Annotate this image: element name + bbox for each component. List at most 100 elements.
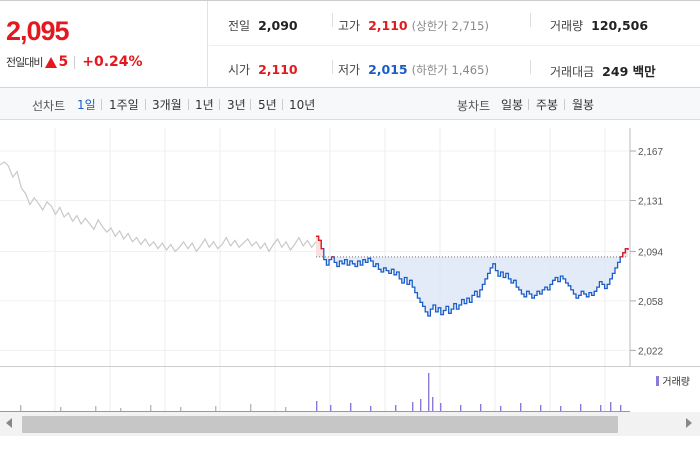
chart-period-tabs: 선차트 1일 1주일 3개월 1년 3년 5년 10년 봉차트 일봉 주봉 월봉: [0, 88, 700, 120]
price-chart-svg: 2,167 2,131 2,094 2,058 2,022: [0, 128, 663, 366]
y-tick-label: 2,131: [638, 197, 663, 208]
volume-bar: [610, 402, 612, 411]
stat-volume: 거래량 120,506: [550, 17, 648, 34]
volume-bar: [180, 407, 182, 411]
volume-bar: [428, 373, 430, 411]
divider: [145, 99, 146, 110]
volume-bar: [420, 399, 422, 411]
change-percent: +0.24%: [82, 54, 143, 70]
volume-legend-swatch: [656, 375, 660, 386]
volume-bar: [316, 401, 318, 411]
volume-bar: [250, 404, 252, 411]
tab-5year[interactable]: 5년: [258, 98, 277, 112]
y-tick-label: 2,167: [638, 147, 663, 158]
volume-bar: [620, 405, 622, 411]
stat-sub: (하한가 1,465): [411, 63, 489, 77]
tab-weekly-candle[interactable]: 주봉: [536, 98, 559, 112]
volume-bar: [350, 403, 352, 411]
volume-bar: [95, 406, 97, 411]
volume-legend: 거래량: [656, 373, 690, 388]
prev-day-series-line: [0, 161, 317, 253]
stat-label: 고가: [338, 19, 361, 33]
volume-bar: [395, 405, 397, 411]
today-series-up-segment: [316, 235, 324, 250]
tab-monthly-candle[interactable]: 월봉: [572, 98, 595, 112]
tab-3month[interactable]: 3개월: [152, 98, 182, 112]
stat-value: 120,506: [591, 18, 649, 33]
price-chart[interactable]: 2,167 2,131 2,094 2,058 2,022: [0, 120, 700, 366]
tab-1year[interactable]: 1년: [195, 98, 214, 112]
volume-bar: [60, 407, 62, 411]
stat-value: 2,090: [258, 18, 298, 33]
volume-bar: [460, 405, 462, 411]
volume-bar: [440, 403, 442, 411]
divider: [332, 60, 333, 74]
volume-bar: [285, 407, 287, 411]
volume-bar: [540, 405, 542, 411]
volume-bar: [560, 406, 562, 411]
volume-bar: [580, 404, 582, 411]
stat-open: 시가 2,110: [228, 61, 298, 78]
divider: [528, 99, 529, 110]
quote-summary: 2,095 전일대비 5 +0.24% 전일 2,090 고가 2,110 (상…: [0, 0, 700, 88]
divider: [530, 60, 531, 74]
chart-scrollbar[interactable]: [0, 412, 700, 436]
divider: [74, 55, 76, 69]
volume-bar: [600, 405, 602, 411]
scroll-left-icon[interactable]: [6, 418, 12, 428]
stat-sub: (상한가 2,715): [411, 19, 489, 33]
stat-value: 2,110: [368, 18, 408, 33]
scroll-thumb[interactable]: [22, 416, 618, 433]
volume-bar: [480, 404, 482, 411]
y-tick-label: 2,094: [638, 247, 663, 258]
stat-high: 고가 2,110 (상한가 2,715): [338, 17, 489, 34]
divider: [282, 99, 283, 110]
tab-1day[interactable]: 1일: [77, 98, 96, 112]
tab-1week[interactable]: 1주일: [109, 98, 139, 112]
divider: [188, 99, 189, 110]
y-tick-label: 2,022: [638, 346, 663, 357]
volume-legend-label: 거래량: [662, 377, 690, 388]
scroll-right-icon[interactable]: [686, 418, 692, 428]
price-box: 2,095 전일대비 5 +0.24%: [0, 1, 208, 88]
divider: [564, 99, 565, 110]
stat-value: 249 백만: [602, 64, 656, 79]
today-series-up-segment: [620, 247, 629, 258]
divider: [209, 45, 700, 46]
divider: [219, 99, 220, 110]
y-tick-label: 2,058: [638, 297, 663, 308]
volume-bar: [20, 405, 22, 411]
volume-bar: [330, 405, 332, 411]
stat-amount: 거래대금 249 백만: [550, 61, 656, 80]
volume-bar: [432, 397, 434, 411]
stat-label: 거래대금: [550, 65, 595, 79]
stat-label: 거래량: [550, 19, 584, 33]
volume-chart-svg: [0, 367, 630, 413]
tab-10year[interactable]: 10년: [289, 98, 316, 112]
below-prev-close-fill: [316, 256, 628, 316]
current-price: 2,095: [6, 16, 70, 46]
above-prev-close-fill: [316, 236, 628, 257]
stat-value: 2,110: [258, 62, 298, 77]
divider: [332, 13, 333, 27]
stat-label: 저가: [338, 63, 361, 77]
volume-bar: [120, 408, 122, 411]
volume-bar: [215, 406, 217, 411]
divider: [101, 99, 102, 110]
tab-daily-candle[interactable]: 일봉: [501, 98, 524, 112]
stat-label: 전일: [228, 19, 251, 33]
divider: [250, 99, 251, 110]
volume-bar: [370, 406, 372, 411]
tab-3year[interactable]: 3년: [227, 98, 246, 112]
change-label: 전일대비: [6, 56, 43, 69]
stat-label: 시가: [228, 63, 251, 77]
volume-bar: [520, 403, 522, 411]
stat-low: 저가 2,015 (하한가 1,465): [338, 61, 489, 78]
change-value: 5: [58, 54, 69, 70]
divider: [530, 13, 531, 27]
volume-chart: 거래량: [0, 366, 700, 413]
today-series-line: [316, 235, 629, 317]
stat-prev-close: 전일 2,090: [228, 17, 298, 34]
volume-bar: [150, 405, 152, 411]
candle-chart-label: 봉차트: [457, 99, 491, 113]
